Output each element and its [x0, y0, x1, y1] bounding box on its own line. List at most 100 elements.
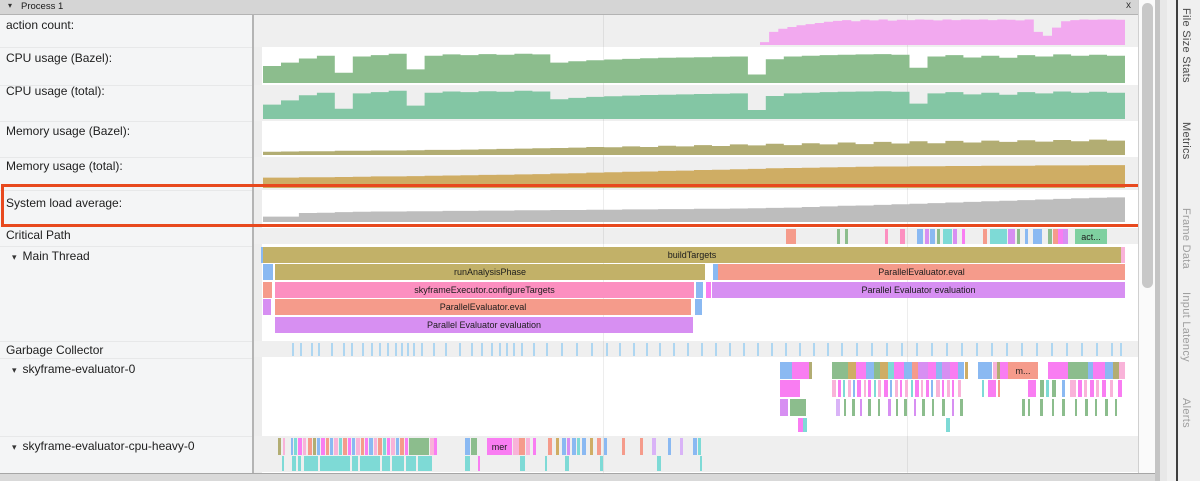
trace-slice[interactable]	[912, 362, 918, 379]
trace-slice[interactable]	[383, 438, 386, 455]
trace-slice[interactable]	[263, 264, 273, 280]
counter-chart-cpu-usage-bazel[interactable]	[263, 53, 1125, 83]
gc-event-tick[interactable]	[916, 343, 918, 356]
trace-slice[interactable]	[890, 380, 892, 397]
gc-event-tick[interactable]	[471, 343, 473, 356]
trace-slice[interactable]	[604, 438, 607, 455]
trace-slice[interactable]	[303, 438, 306, 455]
gc-event-tick[interactable]	[433, 343, 435, 356]
gc-event-tick[interactable]	[687, 343, 689, 356]
trace-slice[interactable]	[317, 438, 320, 455]
trace-slice[interactable]	[1048, 229, 1052, 244]
trace-slice[interactable]	[878, 380, 881, 397]
trace-slice[interactable]	[983, 229, 987, 244]
trace-slice[interactable]	[780, 380, 800, 397]
trace-slice[interactable]	[931, 380, 933, 397]
trace-slice[interactable]	[904, 399, 907, 416]
gc-event-tick[interactable]	[445, 343, 447, 356]
trace-slice[interactable]	[1096, 380, 1099, 397]
trace-slice[interactable]	[856, 362, 866, 379]
gc-event-tick[interactable]	[1021, 343, 1023, 356]
gc-event-tick[interactable]	[991, 343, 993, 356]
trace-slice[interactable]	[308, 438, 312, 455]
trace-slice[interactable]	[465, 438, 470, 455]
gc-event-tick[interactable]	[827, 343, 829, 356]
trace-slice[interactable]	[853, 380, 855, 397]
trace-slice[interactable]	[567, 438, 570, 455]
gc-event-tick[interactable]	[499, 343, 501, 356]
tab-metrics[interactable]: Metrics	[1180, 122, 1192, 160]
trace-slice[interactable]	[582, 438, 586, 455]
gc-event-tick[interactable]	[561, 343, 563, 356]
trace-slice[interactable]	[864, 380, 866, 397]
trace-slice[interactable]	[1088, 362, 1093, 379]
trace-slice[interactable]	[622, 438, 625, 455]
trace-slice[interactable]	[885, 229, 888, 244]
gc-event-tick[interactable]	[362, 343, 364, 356]
trace-slice[interactable]	[1085, 399, 1088, 416]
gc-event-tick[interactable]	[757, 343, 759, 356]
trace-slice[interactable]	[478, 456, 480, 471]
trace-slice[interactable]	[352, 438, 355, 455]
trace-slice-labeled[interactable]: skyframeExecutor.configureTargets	[275, 282, 694, 298]
trace-slice[interactable]	[465, 456, 470, 471]
trace-slice[interactable]	[930, 229, 935, 244]
gc-event-tick[interactable]	[785, 343, 787, 356]
trace-slice[interactable]	[263, 282, 272, 298]
trace-slice-labeled[interactable]: ParallelEvaluator.eval	[275, 299, 691, 315]
gc-event-tick[interactable]	[591, 343, 593, 356]
gc-event-tick[interactable]	[961, 343, 963, 356]
tab-file-size-stats[interactable]: File Size Stats	[1180, 8, 1192, 83]
gc-event-tick[interactable]	[401, 343, 403, 356]
trace-slice[interactable]	[895, 380, 898, 397]
trace-slice[interactable]	[950, 362, 958, 379]
trace-slice[interactable]	[837, 229, 840, 244]
trace-slice[interactable]	[294, 438, 297, 455]
trace-slice[interactable]	[809, 362, 812, 379]
trace-slice[interactable]	[792, 362, 809, 379]
trace-slice[interactable]	[292, 456, 296, 471]
gc-event-tick[interactable]	[856, 343, 858, 356]
horizontal-scrollbar[interactable]	[0, 473, 1155, 481]
trace-slice-labeled[interactable]: m...	[1008, 362, 1038, 379]
trace-slice[interactable]	[1075, 399, 1077, 416]
trace-slice[interactable]	[680, 438, 683, 455]
gc-event-tick[interactable]	[413, 343, 415, 356]
trace-slice[interactable]	[369, 438, 373, 455]
trace-slice[interactable]	[640, 438, 643, 455]
gc-event-tick[interactable]	[513, 343, 515, 356]
trace-slice[interactable]	[844, 399, 846, 416]
trace-slice[interactable]	[942, 399, 945, 416]
gc-event-tick[interactable]	[546, 343, 548, 356]
trace-slice[interactable]	[1062, 380, 1065, 397]
gc-event-tick[interactable]	[421, 343, 423, 356]
trace-slice[interactable]	[330, 438, 333, 455]
trace-slice[interactable]	[1040, 399, 1043, 416]
trace-slice[interactable]	[936, 362, 942, 379]
trace-slice[interactable]	[803, 418, 807, 432]
trace-slice[interactable]	[360, 456, 380, 471]
gc-event-tick[interactable]	[715, 343, 717, 356]
trace-slice[interactable]	[326, 438, 329, 455]
trace-slice[interactable]	[291, 438, 293, 455]
trace-slice[interactable]	[953, 229, 957, 244]
trace-slice[interactable]	[937, 229, 940, 244]
trace-slice[interactable]	[1058, 229, 1063, 244]
tab-alerts[interactable]: Alerts	[1180, 398, 1192, 428]
trace-slice[interactable]	[1110, 380, 1113, 397]
trace-slice[interactable]	[406, 456, 416, 471]
trace-slice[interactable]	[1028, 380, 1036, 397]
gc-event-tick[interactable]	[1051, 343, 1053, 356]
gc-event-tick[interactable]	[379, 343, 381, 356]
trace-slice[interactable]	[1000, 362, 1008, 379]
trace-slice[interactable]	[843, 380, 845, 397]
trace-slice[interactable]	[1090, 380, 1094, 397]
trace-slice[interactable]	[857, 380, 861, 397]
trace-slice[interactable]	[915, 380, 919, 397]
trace-slice[interactable]	[832, 362, 848, 379]
trace-slice[interactable]	[838, 380, 841, 397]
trace-slice[interactable]	[1046, 380, 1049, 397]
gc-event-tick[interactable]	[946, 343, 948, 356]
trace-slice[interactable]	[836, 399, 840, 416]
trace-slice[interactable]	[962, 229, 965, 244]
